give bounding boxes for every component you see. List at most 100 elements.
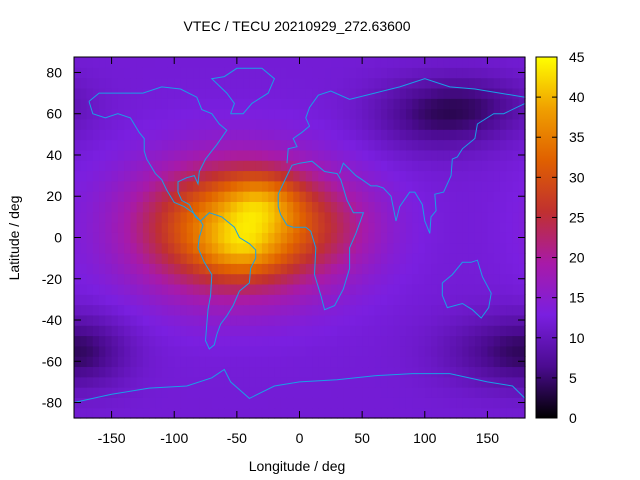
heatmap-cell [299, 387, 307, 398]
heatmap-cell [80, 294, 88, 306]
heatmap-cell [180, 376, 188, 388]
heatmap-cell [305, 294, 313, 306]
heatmap-cell [481, 191, 489, 202]
heatmap-cell [136, 108, 144, 120]
heatmap-cell [236, 397, 244, 409]
heatmap-cell [142, 180, 150, 192]
heatmap-cell [355, 180, 363, 192]
heatmap-cell [374, 314, 382, 326]
heatmap-cell [462, 273, 470, 285]
heatmap-cell [218, 191, 225, 202]
heatmap-cell [424, 366, 432, 378]
heatmap-cell [105, 191, 113, 202]
heatmap-cell [117, 252, 125, 264]
heatmap-cell [180, 325, 188, 337]
heatmap-cell [167, 252, 175, 264]
heatmap-cell [349, 263, 357, 275]
heatmap-cell [218, 345, 225, 357]
heatmap-cell [74, 201, 81, 213]
heatmap-cell [349, 335, 357, 347]
heatmap-cell [349, 201, 357, 213]
heatmap-cell [374, 108, 382, 120]
heatmap-cell [243, 57, 250, 68]
heatmap-cell [418, 397, 426, 409]
heatmap-cell [493, 325, 501, 337]
heatmap-cell [243, 222, 250, 233]
heatmap-cell [167, 98, 175, 110]
heatmap-cell [512, 170, 520, 182]
heatmap-cell [161, 397, 169, 409]
heatmap-cell [449, 211, 457, 223]
heatmap-cell [199, 356, 207, 368]
heatmap-cell [80, 232, 88, 244]
heatmap-cell [374, 87, 382, 99]
heatmap-cell [456, 356, 463, 368]
x-tick-label: -50 [227, 430, 247, 446]
heatmap-cell [268, 356, 276, 368]
heatmap-cell [318, 149, 326, 161]
heatmap-cell [380, 77, 388, 89]
heatmap-cell [167, 108, 175, 120]
heatmap-cell [312, 304, 319, 316]
africa-coastline [277, 160, 365, 311]
heatmap-cell [456, 232, 463, 244]
heatmap-cell [443, 201, 451, 213]
heatmap-cell [355, 387, 363, 398]
heatmap-cell [92, 201, 100, 213]
heatmap-cell [431, 160, 438, 172]
heatmap-cell [117, 232, 125, 244]
heatmap-cell [418, 98, 426, 110]
heatmap-cell [337, 283, 344, 295]
heatmap-cell [506, 57, 514, 68]
heatmap-cell [374, 222, 382, 233]
heatmap-cell [330, 108, 338, 120]
heatmap-cell [167, 304, 175, 316]
heatmap-cell [380, 345, 388, 357]
heatmap-cell [349, 57, 357, 68]
heatmap-cell [186, 407, 194, 419]
heatmap-cell [424, 252, 432, 264]
heatmap-cell [456, 263, 463, 275]
heatmap-cell [136, 232, 144, 244]
heatmap-cell [199, 294, 207, 306]
heatmap-cell [193, 57, 200, 68]
heatmap-cell [424, 149, 432, 161]
heatmap-cell [418, 222, 426, 233]
heatmap-cell [424, 57, 432, 68]
heatmap-cell [418, 139, 426, 151]
heatmap-cell [224, 283, 232, 295]
heatmap-cell [111, 149, 119, 161]
heatmap-cell [224, 242, 232, 254]
heatmap-cell [180, 180, 188, 192]
heatmap-cell [92, 345, 100, 357]
heatmap-cell [374, 232, 382, 244]
heatmap-cell [343, 314, 351, 326]
heatmap-cell [512, 191, 520, 202]
heatmap-cell [324, 222, 332, 233]
heatmap-cell [506, 180, 514, 192]
heatmap-cell [80, 283, 88, 295]
heatmap-cell [343, 67, 351, 79]
heatmap-cell [393, 325, 401, 337]
heatmap-cell [512, 108, 520, 120]
heatmap-cell [431, 201, 438, 213]
heatmap-cell [130, 294, 138, 306]
heatmap-cell [362, 87, 369, 99]
heatmap-cell [393, 129, 401, 141]
heatmap-cell [161, 283, 169, 295]
heatmap-cell [393, 335, 401, 347]
heatmap-cell [243, 263, 250, 275]
heatmap-cell [431, 57, 438, 68]
heatmap-cell [149, 273, 157, 285]
heatmap-cell [111, 118, 119, 130]
heatmap-cell [80, 139, 88, 151]
heatmap-cell [343, 170, 351, 182]
heatmap-cell [456, 335, 463, 347]
heatmap-cell [174, 232, 182, 244]
heatmap-cell [124, 222, 131, 233]
heatmap-cell [405, 108, 413, 120]
heatmap-cell [456, 87, 463, 99]
heatmap-cell [499, 335, 507, 347]
heatmap-cell [117, 242, 125, 254]
heatmap-cell [92, 335, 100, 347]
